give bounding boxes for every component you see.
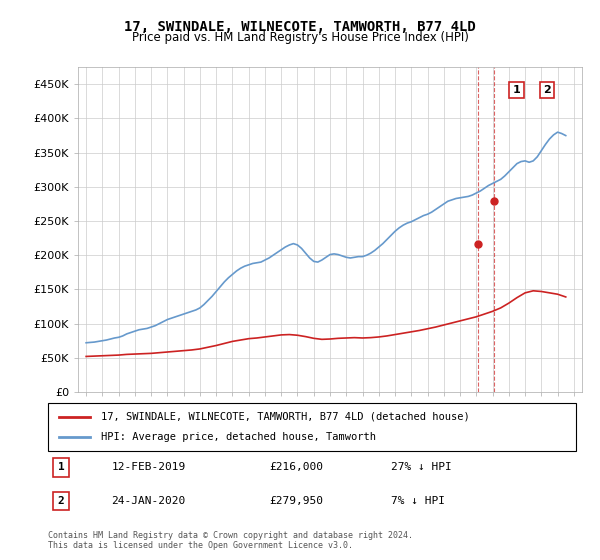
Text: 17, SWINDALE, WILNECOTE, TAMWORTH, B77 4LD: 17, SWINDALE, WILNECOTE, TAMWORTH, B77 4… (124, 20, 476, 34)
FancyBboxPatch shape (48, 403, 576, 451)
Text: 27% ↓ HPI: 27% ↓ HPI (391, 462, 452, 472)
Text: 24-JAN-2020: 24-JAN-2020 (112, 496, 185, 506)
Text: 7% ↓ HPI: 7% ↓ HPI (391, 496, 445, 506)
Text: £279,950: £279,950 (270, 496, 324, 506)
Text: HPI: Average price, detached house, Tamworth: HPI: Average price, detached house, Tamw… (101, 432, 376, 442)
Text: Price paid vs. HM Land Registry's House Price Index (HPI): Price paid vs. HM Land Registry's House … (131, 31, 469, 44)
Text: 2: 2 (58, 496, 65, 506)
Text: 17, SWINDALE, WILNECOTE, TAMWORTH, B77 4LD (detached house): 17, SWINDALE, WILNECOTE, TAMWORTH, B77 4… (101, 412, 470, 422)
Text: 12-FEB-2019: 12-FEB-2019 (112, 462, 185, 472)
Text: Contains HM Land Registry data © Crown copyright and database right 2024.
This d: Contains HM Land Registry data © Crown c… (48, 530, 413, 550)
Text: 1: 1 (512, 85, 520, 95)
Text: 1: 1 (58, 462, 65, 472)
Text: £216,000: £216,000 (270, 462, 324, 472)
Text: 2: 2 (543, 85, 551, 95)
